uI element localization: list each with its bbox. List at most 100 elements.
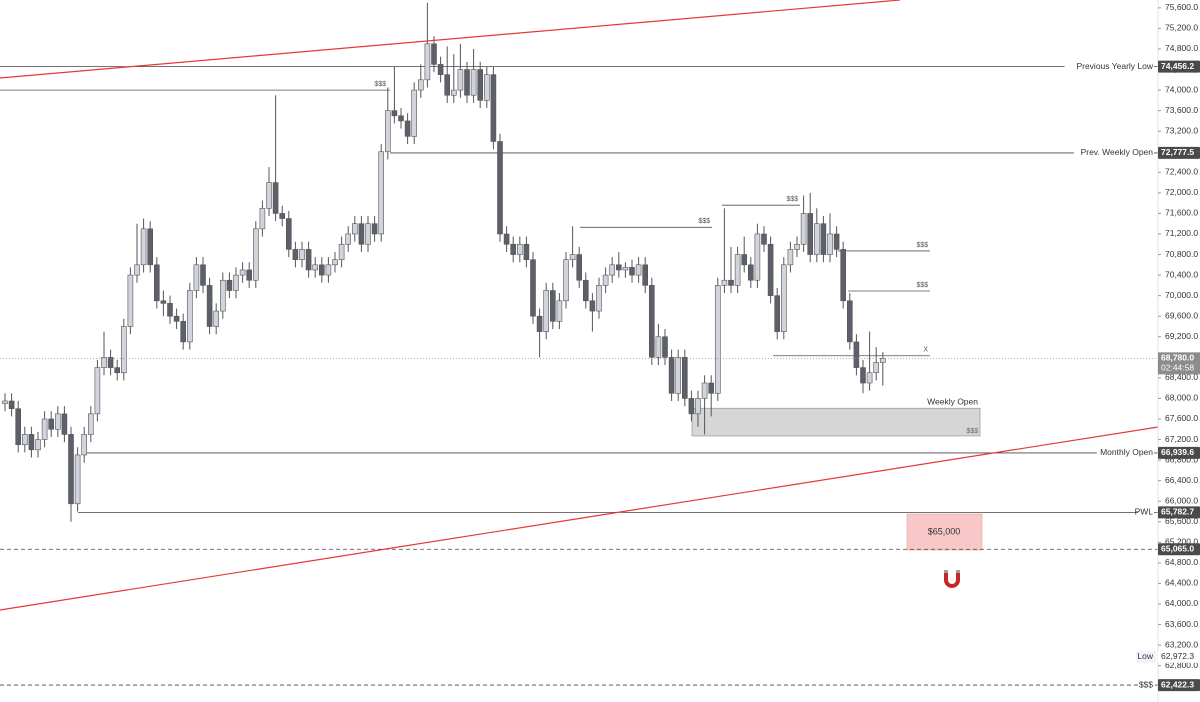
y-tick-label: 64,800.0 [1165, 557, 1198, 567]
price-tag-label: 65,782.7 [1161, 507, 1194, 517]
y-tick-label: 64,400.0 [1165, 578, 1198, 588]
candle-body [556, 300, 563, 322]
candle-body [866, 372, 873, 384]
candle-body [167, 303, 173, 317]
y-tick-label: 72,000.0 [1165, 187, 1198, 197]
level-label-bg [1073, 146, 1154, 159]
candle-body [503, 233, 510, 245]
candle-body [728, 279, 734, 286]
y-tick-label: 67,600.0 [1165, 413, 1198, 423]
candle-body [140, 228, 147, 266]
candle-body [853, 341, 860, 368]
y-tick-label: 65,200.0 [1165, 537, 1198, 547]
candle-body [437, 64, 444, 75]
candle-body [470, 69, 477, 96]
candle-body [114, 367, 120, 374]
candle-body [345, 233, 352, 245]
last-price-label: 68,780.0 [1161, 353, 1194, 363]
candle-body [253, 228, 259, 281]
candle-body [589, 300, 596, 312]
candle-body [226, 279, 233, 291]
candle-body [54, 413, 61, 430]
candle-body [629, 267, 635, 276]
candle-body [299, 249, 305, 260]
low-label: Low [1137, 651, 1153, 661]
candle-body [450, 89, 457, 96]
candle-body [213, 310, 219, 327]
candle-body [384, 110, 391, 153]
level-label-bg [1096, 446, 1154, 459]
candle-body [780, 264, 787, 332]
candle-body [695, 398, 701, 415]
candle-body [285, 218, 292, 250]
price-tag-label: 62,422.3 [1161, 679, 1194, 689]
y-tick-label: 71,200.0 [1165, 228, 1198, 238]
price-tags: Previous Yearly Low 74,456.2 Prev. Weekly … [1064, 60, 1200, 692]
candle-body [833, 233, 840, 250]
low-tag-label: 62,972.3 [1161, 651, 1194, 661]
candle-body [358, 223, 365, 245]
candle-body [444, 74, 451, 96]
candle-body [714, 285, 721, 394]
y-tick-label: 66,000.0 [1165, 495, 1198, 505]
candle-body [318, 264, 325, 276]
low-tag [1158, 650, 1200, 663]
y-tick-label: 70,000.0 [1165, 290, 1198, 300]
candle-body [827, 233, 833, 255]
liquidity-label: $$$ [916, 282, 928, 289]
candle-body [332, 259, 338, 266]
candle-body [187, 290, 193, 343]
liquidity-label: $$$ [786, 196, 798, 203]
candle-body [701, 382, 708, 399]
candle-body [220, 279, 226, 312]
zone-label: Weekly Open [927, 396, 978, 406]
candle-body [417, 79, 424, 91]
candle-body [754, 233, 761, 281]
zone-sublabel: $$$ [966, 428, 978, 435]
candle-body [173, 315, 180, 322]
candle-body [338, 243, 345, 260]
candle-body [609, 264, 616, 276]
candle-body [477, 69, 484, 101]
candle-body [180, 321, 186, 343]
y-tick-label: 62,800.0 [1165, 660, 1198, 670]
price-tag-label: 74,456.2 [1161, 61, 1194, 71]
candle-body [424, 43, 431, 81]
level-label: $$$ [1139, 679, 1153, 689]
candle-body [523, 243, 530, 260]
candle-body [794, 243, 800, 250]
magnet-icon [944, 570, 960, 588]
candle-body [516, 243, 523, 255]
candle-body [134, 264, 140, 276]
candle-body [576, 254, 583, 281]
candle-body [860, 367, 866, 384]
candle-body [708, 382, 715, 394]
candle-body [721, 279, 728, 286]
candle-body [48, 418, 55, 430]
price-tag [1158, 506, 1200, 519]
price-tag-label: 72,777.5 [1161, 147, 1194, 157]
y-tick-label: 64,000.0 [1165, 598, 1198, 608]
candle-body [675, 357, 682, 394]
candle-body [94, 367, 101, 415]
candle-body [239, 269, 246, 276]
level-label: Prev. Weekly Open [1081, 147, 1154, 157]
candle-body [101, 357, 107, 368]
level-label-bg [1064, 60, 1154, 73]
liquidity-label: $$$ [916, 242, 928, 249]
candle-body [807, 213, 814, 255]
candle-body [820, 223, 827, 255]
candle-body [200, 264, 206, 286]
candle-body [325, 264, 332, 276]
candle-body [233, 274, 239, 291]
candle-body [21, 434, 28, 445]
y-tick-label: 63,200.0 [1165, 639, 1198, 649]
candle-body [800, 213, 807, 245]
candle-body [536, 315, 543, 332]
candle-body [121, 326, 127, 374]
candle-body [602, 274, 609, 286]
candle-body [767, 243, 774, 296]
price-tag-label: 65,065.0 [1161, 544, 1194, 554]
candle-body [154, 264, 160, 302]
